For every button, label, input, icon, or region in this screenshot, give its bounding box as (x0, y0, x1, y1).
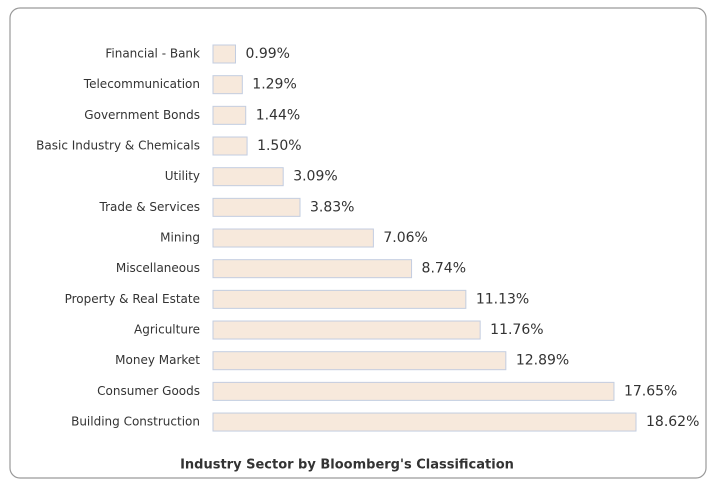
value-label: 1.29% (252, 77, 296, 93)
category-label: Utility (165, 169, 200, 183)
category-label: Trade & Services (99, 200, 200, 214)
category-label: Agriculture (134, 323, 200, 337)
value-label: 11.76% (490, 322, 543, 338)
bar (212, 197, 301, 217)
value-label: 8.74% (422, 261, 466, 277)
value-label: 12.89% (516, 353, 569, 369)
category-label: Money Market (115, 353, 200, 367)
bar (212, 259, 413, 279)
category-label: Telecommunication (83, 77, 200, 91)
bar (212, 105, 247, 125)
value-label: 18.62% (646, 414, 699, 430)
category-label: Property & Real Estate (65, 292, 200, 306)
chart-title: Industry Sector by Bloomberg's Classific… (180, 458, 514, 473)
category-label: Consumer Goods (97, 384, 200, 398)
bar (212, 228, 374, 248)
value-label: 7.06% (383, 230, 427, 246)
category-label: Government Bonds (84, 108, 200, 122)
value-label: 11.13% (476, 291, 529, 307)
value-label: 3.09% (293, 169, 337, 185)
category-label: Financial - Bank (105, 47, 200, 61)
bar (212, 136, 248, 156)
category-label: Basic Industry & Chemicals (36, 139, 200, 153)
bar (212, 412, 637, 432)
value-label: 1.44% (256, 107, 300, 123)
bar (212, 44, 236, 64)
value-label: 3.83% (310, 199, 354, 215)
bar (212, 167, 284, 187)
category-label: Building Construction (71, 415, 200, 429)
bar (212, 351, 507, 371)
value-label: 17.65% (624, 383, 677, 399)
bar (212, 289, 467, 309)
value-label: 1.50% (257, 138, 301, 154)
bar (212, 381, 615, 401)
bar (212, 320, 481, 340)
bar (212, 75, 243, 95)
category-label: Miscellaneous (116, 261, 200, 275)
value-label: 0.99% (245, 46, 289, 62)
category-label: Mining (160, 231, 200, 245)
